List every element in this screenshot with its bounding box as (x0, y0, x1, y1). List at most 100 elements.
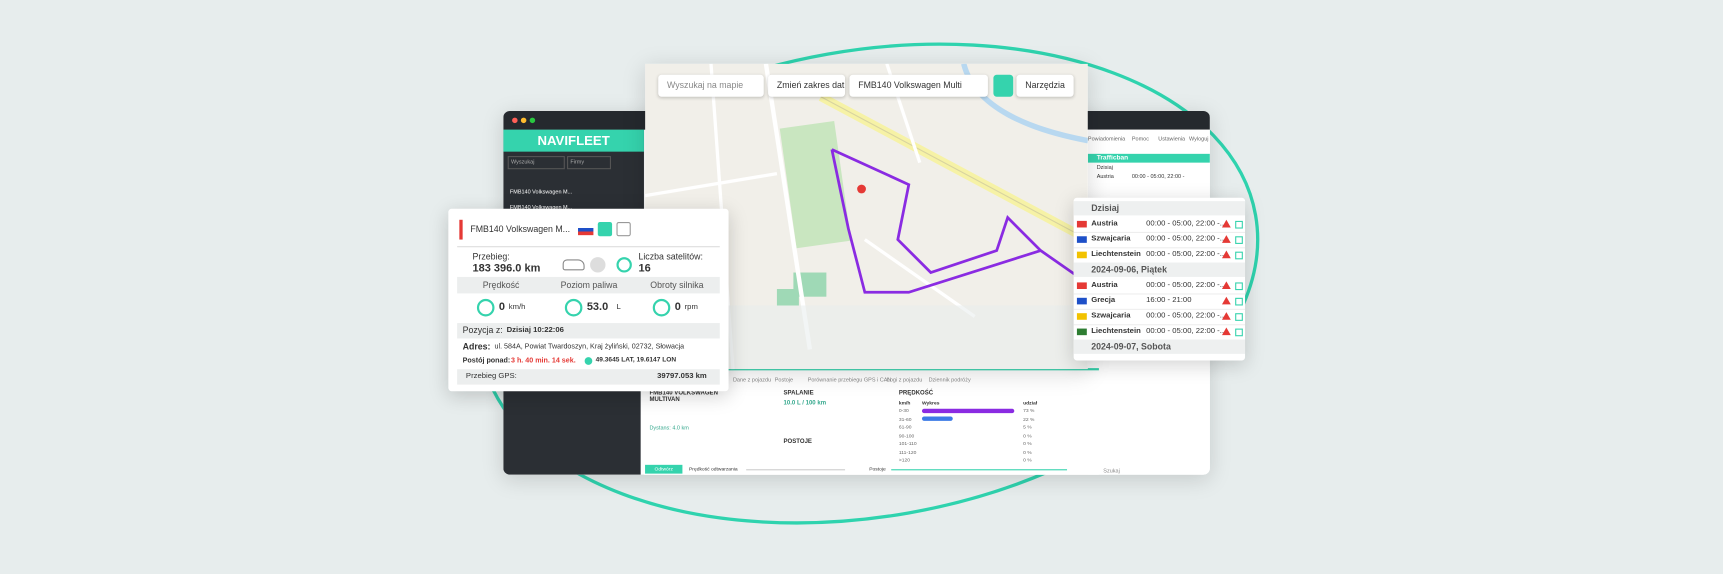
stops-label: Postoje (869, 465, 886, 472)
dot (512, 117, 518, 124)
gauge-icon (476, 298, 495, 317)
day: Dzisiaj (1096, 164, 1113, 172)
stop-label: Postój ponad: (462, 357, 511, 365)
play[interactable]: Odtwórz (645, 464, 683, 474)
link[interactable] (1235, 236, 1243, 244)
warning (1221, 327, 1231, 336)
group-title: Dzisiaj (1073, 201, 1246, 216)
sat-icon (616, 257, 632, 273)
side-item[interactable]: FMB140 Volkswagen M... (509, 189, 573, 196)
gauge-unit: rpm (684, 303, 698, 311)
tab[interactable]: Dziennik podróży (928, 376, 971, 384)
share: 0 % (1023, 457, 1032, 463)
country: Austria (1091, 219, 1118, 228)
tab[interactable]: Porównanie przebiegu GPS i CAN (807, 376, 892, 384)
divider (457, 246, 720, 248)
slider[interactable] (891, 469, 1068, 471)
slider[interactable] (746, 469, 846, 471)
tab[interactable]: Pomoc (1131, 136, 1149, 143)
gps-row (457, 369, 720, 385)
share: 0 % (1023, 448, 1032, 455)
status-bar (459, 219, 463, 240)
vehicle-card: FMB140 Volkswagen M... Przebieg: 183 396… (448, 208, 729, 392)
warning (1221, 281, 1231, 290)
sat-label: Liczba satelitów: (638, 251, 703, 262)
link[interactable] (1235, 220, 1243, 229)
tab[interactable]: Wyloguj (1189, 136, 1209, 143)
position-label: Pozycja z: (462, 325, 503, 336)
hours: 00:00 - 05:00, 22:00 - (1131, 173, 1185, 181)
vehicle-select[interactable]: FMB140 Volkswagen Multi (849, 74, 988, 97)
map-search[interactable]: Wyszukaj na mapie (658, 74, 764, 97)
distance: Dystans: 4.0 km (649, 425, 689, 432)
icon[interactable] (597, 221, 613, 237)
tools[interactable]: Narzędzia (1016, 74, 1074, 97)
gauge-value: 0 (498, 301, 506, 314)
link[interactable] (1235, 313, 1243, 321)
stop-time: 3 h. 40 min. 14 sek. (510, 357, 576, 365)
gauge-header (457, 276, 720, 294)
flag (1076, 328, 1087, 336)
row: Liechtenstein 00:00 - 05:00, 22:00 -... (1073, 247, 1246, 264)
link[interactable] (1235, 282, 1243, 291)
gauge-icon (652, 298, 671, 317)
fuel: 10.0 L / 100 km (783, 399, 827, 407)
band: 101-110 (898, 440, 917, 447)
mileage-label: Przebieg: (472, 251, 510, 262)
warning (1221, 219, 1231, 228)
map-icon[interactable] (993, 74, 1014, 97)
hours: 16:00 - 21:00 (1146, 296, 1192, 305)
car-icon (562, 259, 585, 271)
panel-title: Trafficban (1087, 153, 1210, 163)
col: km/h (898, 399, 911, 406)
address-label: Adres: (462, 341, 491, 352)
satellites: 16 (638, 262, 651, 275)
side-search[interactable]: Wyszukaj (507, 156, 565, 170)
side-item[interactable]: FMB140 Volkswagen M... (509, 204, 573, 211)
country: Szwajcaria (1091, 235, 1131, 243)
share: 0 % (1023, 440, 1032, 447)
tab[interactable]: Dane z pojazdu (732, 376, 772, 384)
link[interactable] (1235, 251, 1243, 260)
tab[interactable]: Logi z pojazdu (886, 376, 923, 384)
position-time: Dzisiaj 10:22:06 (506, 326, 564, 335)
vehicle: FMB140 VOLKSWAGEN MULTIVAN (649, 390, 718, 404)
warning (1221, 250, 1231, 259)
speed-title: PRĘDKOŚĆ (898, 390, 934, 397)
col: Wykres (921, 399, 940, 406)
gps-label: Przebieg GPS: (465, 372, 517, 381)
dot (520, 117, 527, 124)
icon[interactable] (616, 221, 631, 237)
share: 73 % (1023, 407, 1035, 414)
search[interactable]: Szukaj (1103, 468, 1120, 475)
share: 22 % (1023, 415, 1035, 422)
hours: 00:00 - 05:00, 22:00 -... (1146, 219, 1227, 228)
gauge-icon (564, 298, 583, 317)
date-range[interactable]: Zmień zakres dat (768, 74, 846, 97)
row: Austria 00:00 - 05:00, 22:00 -... (1073, 216, 1246, 233)
col: udział (1023, 399, 1038, 406)
band: 90-100 (898, 432, 915, 438)
row: Austria 00:00 - 05:00, 22:00 -... (1073, 278, 1246, 295)
link[interactable] (1235, 297, 1243, 306)
country: Liechtenstein (1091, 327, 1141, 336)
band: 31-60 (898, 415, 912, 422)
side-filter[interactable]: Firmy (567, 156, 611, 170)
tab[interactable]: Ustawienia (1158, 136, 1186, 143)
vehicle-title: FMB140 Volkswagen M... (470, 224, 571, 235)
country: Grecja (1091, 296, 1116, 305)
fuel-title: SPALANIE (783, 390, 814, 397)
tab[interactable]: Powiadomienia (1087, 136, 1126, 143)
row: Szwajcaria 00:00 - 05:00, 22:00 -... (1073, 309, 1246, 326)
band: 111-120 (898, 448, 917, 455)
gauge-label: Prędkość (482, 280, 520, 291)
group-title: 2024-09-06, Piątek (1073, 262, 1246, 277)
pin-icon (584, 357, 593, 365)
band: >120 (898, 457, 911, 463)
link[interactable] (1235, 328, 1243, 337)
traffic-card: Dzisiaj Austria 00:00 - 05:00, 22:00 -... S… (1073, 197, 1246, 361)
tab[interactable]: Postoje (774, 376, 794, 384)
stops-title: POSTOJE (783, 438, 812, 446)
gauge-unit: L (616, 303, 621, 311)
